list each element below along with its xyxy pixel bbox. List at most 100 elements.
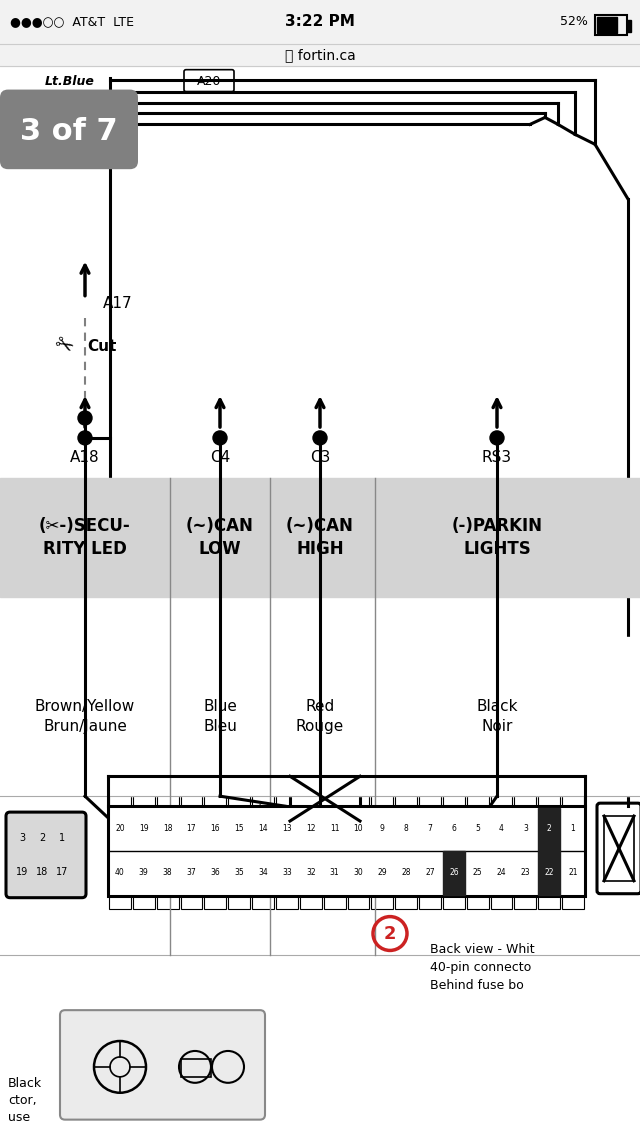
Bar <box>443 895 465 909</box>
Text: (✂-)SECU-
RITY LED: (✂-)SECU- RITY LED <box>39 517 131 558</box>
Bar <box>180 793 202 807</box>
Bar <box>276 895 298 909</box>
Text: 1: 1 <box>571 824 575 833</box>
Text: 27: 27 <box>425 868 435 877</box>
Text: 18: 18 <box>36 867 48 877</box>
Text: 10: 10 <box>354 824 364 833</box>
Text: 21: 21 <box>568 868 578 877</box>
Text: Red
Rouge: Red Rouge <box>296 699 344 734</box>
Text: 18: 18 <box>163 824 172 833</box>
Bar <box>108 807 585 895</box>
Text: 19: 19 <box>16 867 28 877</box>
Text: 33: 33 <box>282 868 292 877</box>
Text: 13: 13 <box>282 824 292 833</box>
Bar <box>538 808 560 851</box>
Text: Blue
Bleu: Blue Bleu <box>203 699 237 734</box>
FancyBboxPatch shape <box>184 69 234 92</box>
Text: RS3: RS3 <box>482 450 512 466</box>
Text: 24: 24 <box>497 868 506 877</box>
Text: 20: 20 <box>115 824 125 833</box>
Bar <box>371 895 393 909</box>
Bar <box>290 776 360 821</box>
Text: (~)CAN
LOW: (~)CAN LOW <box>186 517 254 558</box>
Text: 26: 26 <box>449 868 459 877</box>
Text: 17: 17 <box>56 867 68 877</box>
Bar <box>538 895 560 909</box>
Bar <box>491 793 513 807</box>
Text: 3: 3 <box>19 833 25 843</box>
Text: 31: 31 <box>330 868 339 877</box>
Bar <box>204 895 227 909</box>
Text: ✂: ✂ <box>50 333 76 360</box>
Bar <box>443 851 465 895</box>
Text: 40: 40 <box>115 868 125 877</box>
Bar <box>324 895 346 909</box>
Text: 2: 2 <box>39 833 45 843</box>
Bar <box>133 793 155 807</box>
Bar <box>604 816 634 880</box>
Bar <box>204 793 227 807</box>
Text: 23: 23 <box>520 868 530 877</box>
Text: 30: 30 <box>353 868 364 877</box>
Text: 22: 22 <box>545 868 554 877</box>
Bar <box>419 793 441 807</box>
Bar <box>348 793 369 807</box>
Text: 4: 4 <box>499 824 504 833</box>
Text: Cut: Cut <box>87 339 116 353</box>
Bar <box>0 478 640 598</box>
Bar <box>300 895 322 909</box>
Bar <box>467 793 488 807</box>
Text: 3:22 PM: 3:22 PM <box>285 15 355 30</box>
Text: 2: 2 <box>547 824 552 833</box>
Bar <box>515 895 536 909</box>
Bar <box>180 895 202 909</box>
Circle shape <box>78 411 92 425</box>
Bar <box>324 793 346 807</box>
Text: 16: 16 <box>211 824 220 833</box>
Text: 6: 6 <box>451 824 456 833</box>
Bar <box>109 895 131 909</box>
FancyBboxPatch shape <box>60 1010 265 1120</box>
Text: 52%: 52% <box>560 16 588 28</box>
Text: 36: 36 <box>211 868 220 877</box>
Bar <box>276 793 298 807</box>
Text: A20: A20 <box>197 75 221 89</box>
Text: 35: 35 <box>234 868 244 877</box>
Text: 15: 15 <box>234 824 244 833</box>
Circle shape <box>490 431 504 445</box>
FancyBboxPatch shape <box>6 812 86 897</box>
Text: (~)CAN
HIGH: (~)CAN HIGH <box>286 517 354 558</box>
Text: 17: 17 <box>187 824 196 833</box>
Bar <box>300 793 322 807</box>
Text: A17: A17 <box>103 296 132 311</box>
Bar <box>0 44 640 66</box>
Text: 28: 28 <box>401 868 411 877</box>
Bar <box>157 793 179 807</box>
Bar <box>396 793 417 807</box>
Text: 3 of 7: 3 of 7 <box>20 117 118 145</box>
FancyBboxPatch shape <box>0 90 138 169</box>
Text: Lt.Blue: Lt.Blue <box>45 75 95 89</box>
Bar <box>538 793 560 807</box>
Bar <box>562 793 584 807</box>
FancyBboxPatch shape <box>597 803 640 894</box>
Text: 🔒 fortin.ca: 🔒 fortin.ca <box>285 48 355 61</box>
Bar <box>0 0 640 44</box>
Text: 19: 19 <box>139 824 148 833</box>
Text: 25: 25 <box>473 868 483 877</box>
Bar <box>597 17 617 33</box>
Bar <box>348 895 369 909</box>
Text: 34: 34 <box>258 868 268 877</box>
Bar <box>157 895 179 909</box>
Text: 5: 5 <box>476 824 480 833</box>
Circle shape <box>213 431 227 445</box>
Text: 37: 37 <box>187 868 196 877</box>
Text: 29: 29 <box>378 868 387 877</box>
Text: Brown/Yellow
Brun/Jaune: Brown/Yellow Brun/Jaune <box>35 699 135 734</box>
Bar <box>228 793 250 807</box>
Text: C4: C4 <box>210 450 230 466</box>
Text: 1: 1 <box>59 833 65 843</box>
Bar <box>562 895 584 909</box>
Circle shape <box>313 431 327 445</box>
Text: Black
Noir: Black Noir <box>476 699 518 734</box>
